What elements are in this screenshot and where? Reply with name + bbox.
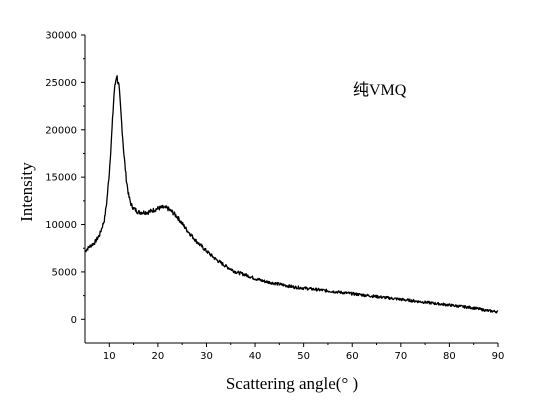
x-tick-label: 30	[200, 351, 213, 362]
x-tick-label: 40	[249, 351, 262, 362]
x-tick-label: 50	[297, 351, 310, 362]
x-tick-label: 60	[346, 351, 359, 362]
y-tick-label: 20000	[45, 125, 77, 136]
y-tick-label: 25000	[45, 78, 77, 89]
x-tick-label: 70	[394, 351, 407, 362]
y-tick-label: 30000	[45, 31, 77, 42]
y-tick-label: 10000	[45, 220, 77, 231]
x-axis-title: Scattering angle(° )	[226, 374, 358, 393]
y-axis-title: Intensity	[17, 162, 36, 222]
chart-annotation: 纯VMQ	[353, 81, 407, 99]
axes	[84, 35, 498, 344]
y-tick-label: 15000	[45, 173, 77, 184]
x-tick-label: 20	[152, 351, 165, 362]
x-tick-label: 90	[492, 351, 505, 362]
y-ticks: 0 5000 10000 15000 20000 25000 30000	[45, 31, 85, 326]
x-ticks: 10 20 30 40 50 60 70 80 90	[103, 343, 504, 362]
series-line	[84, 75, 499, 314]
x-tick-label: 80	[443, 351, 456, 362]
y-tick-label: 5000	[52, 267, 77, 278]
x-tick-label: 10	[103, 351, 116, 362]
y-tick-label: 0	[71, 315, 77, 326]
